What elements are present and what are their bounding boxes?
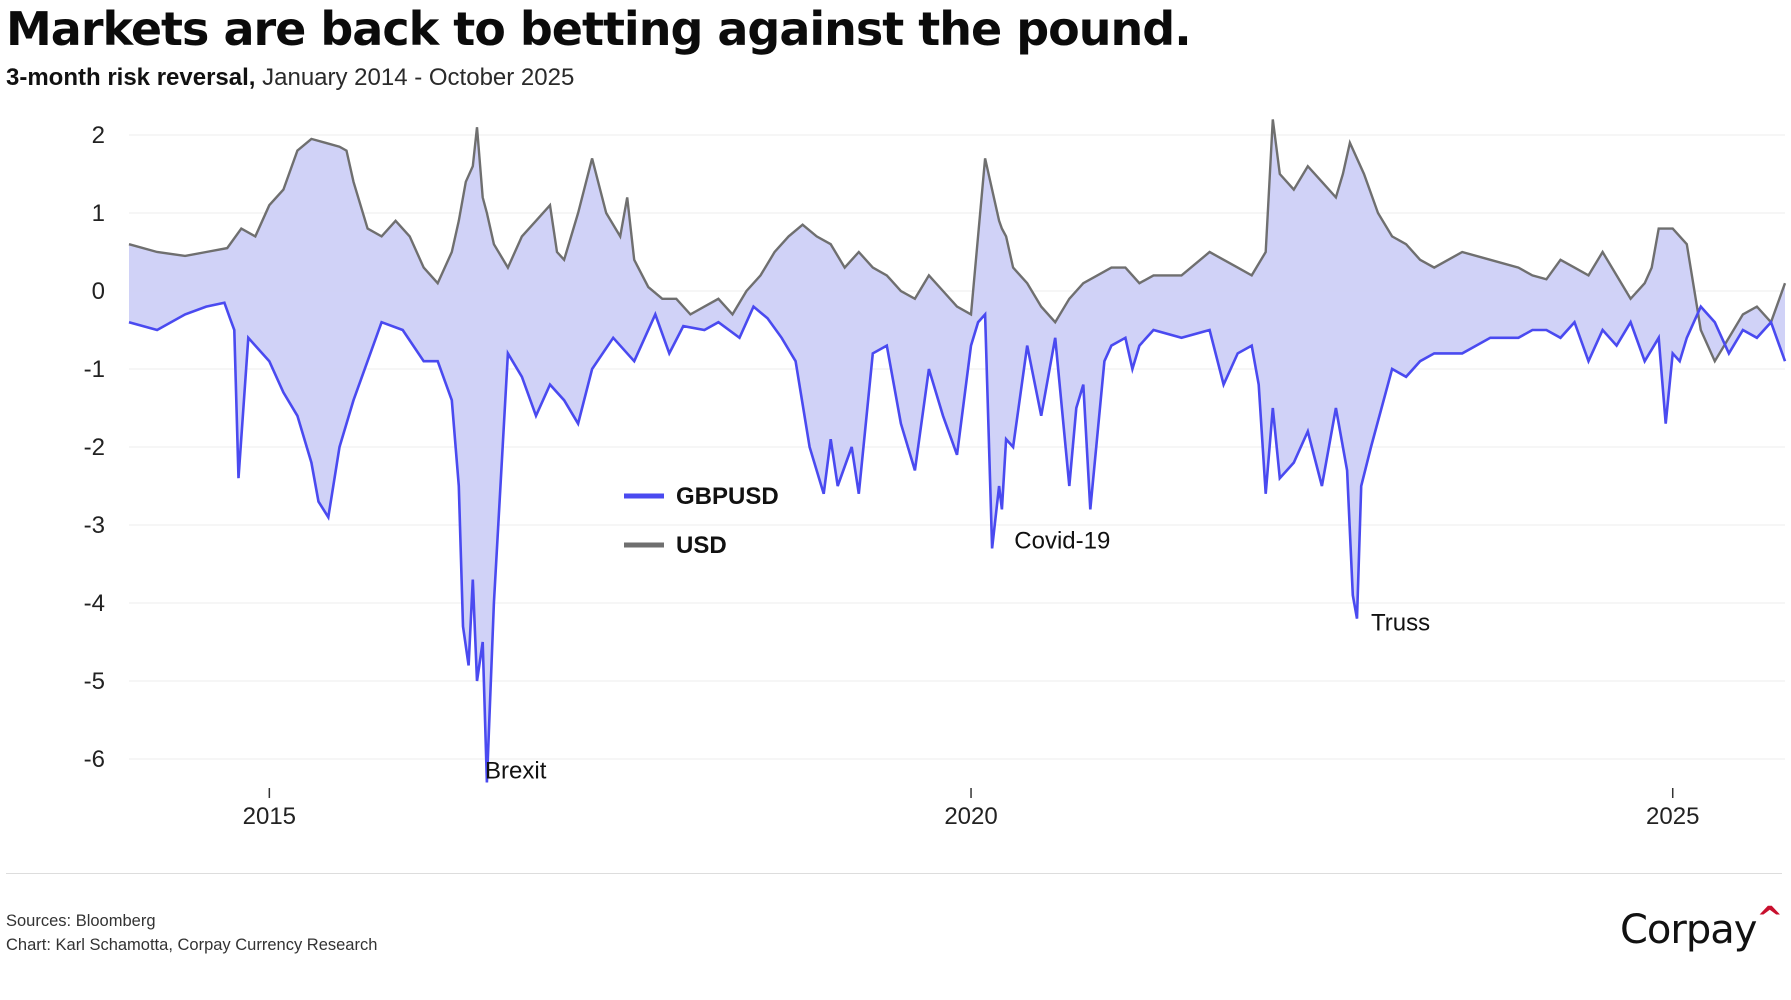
y-tick-label: -1 (84, 356, 105, 383)
usd-series-line (128, 119, 1787, 364)
footer-divider (6, 873, 1782, 874)
subtitle-metric: 3-month risk reversal, (6, 64, 256, 91)
y-tick-label: -3 (84, 512, 105, 539)
gbpusd-series-line (128, 301, 1787, 783)
y-tick-label: -5 (84, 668, 105, 695)
chart-title: Markets are back to betting against the … (6, 2, 1192, 56)
x-tick-label: 2020 (944, 803, 997, 830)
y-tick-label: 0 (92, 278, 105, 305)
annotations: Brexit Covid-19 Truss (485, 527, 1430, 784)
legend-label: USD (676, 532, 727, 559)
chart-subtitle: 3-month risk reversal, January 2014 - Oc… (6, 64, 574, 92)
y-tick-label: 1 (92, 200, 105, 227)
subtitle-date-range: January 2014 - October 2025 (255, 64, 575, 91)
y-axis: 2 1 0 -1 -2 -3 -4 -5 -6 (84, 122, 105, 773)
y-tick-label: -6 (84, 746, 105, 773)
corpay-logo: Corpay^ (1620, 899, 1783, 953)
sources-note: Sources: Bloomberg (6, 912, 156, 930)
x-tick-label: 2025 (1646, 803, 1699, 830)
y-tick-label: 2 (92, 122, 105, 149)
x-axis: 2015 2020 2025 (243, 788, 1699, 830)
legend: GBPUSD USD (624, 483, 779, 559)
x-tick-label: 2015 (243, 803, 296, 830)
risk-reversal-chart: 2 1 0 -1 -2 -3 -4 -5 -6 2015 2020 2025 Brexit Covid… (84, 119, 1787, 830)
annotation-label: Truss (1371, 610, 1430, 637)
y-tick-label: -2 (84, 434, 105, 461)
logo-wordmark: Corpay (1620, 907, 1757, 953)
chart-credit: Chart: Karl Schamotta, Corpay Currency R… (6, 936, 378, 954)
logo-caret-icon: ^ (1756, 899, 1783, 937)
legend-label: GBPUSD (676, 483, 779, 510)
y-tick-label: -4 (84, 590, 105, 617)
annotation-label: Brexit (485, 757, 547, 784)
annotation-label: Covid-19 (1014, 527, 1110, 554)
